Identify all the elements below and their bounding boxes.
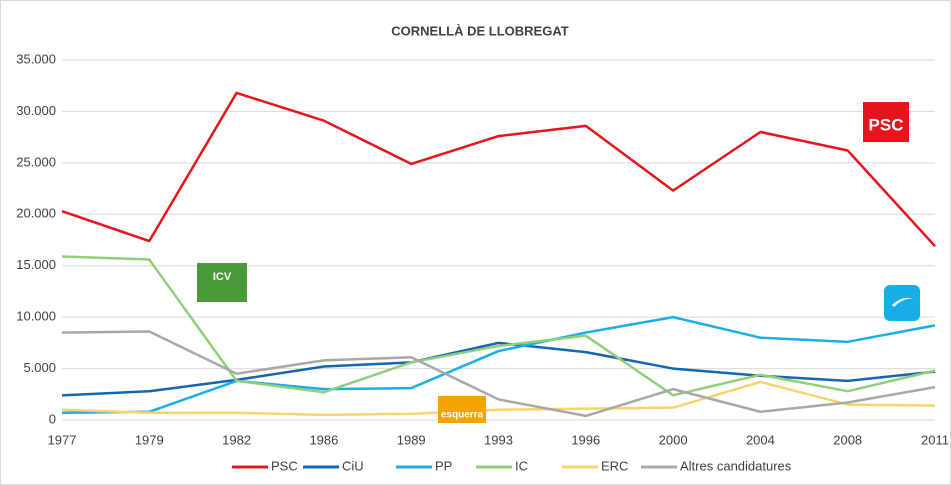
x-tick-label: 1982 — [222, 432, 251, 447]
logo-box — [884, 285, 920, 321]
logo-text: PSC — [869, 115, 904, 134]
icv-logo: ICV — [197, 263, 247, 302]
series-line — [61, 380, 936, 417]
series-line — [61, 341, 936, 397]
legend-label: ERC — [601, 458, 628, 473]
x-tick-label: 2008 — [833, 432, 862, 447]
logo-icon — [892, 297, 914, 307]
legend-label: PP — [435, 458, 452, 473]
chart-title: CORNELLÀ DE LLOBREGAT — [391, 23, 568, 38]
y-tick-label: 5.000 — [23, 360, 56, 375]
logo-box — [863, 102, 909, 142]
legend-label: PSC — [271, 458, 298, 473]
series-line — [61, 330, 936, 418]
x-tick-label: 2000 — [659, 432, 688, 447]
psc-logo: PSC — [863, 102, 909, 142]
x-tick-label: 1977 — [48, 432, 77, 447]
series-line — [61, 315, 936, 415]
x-tick-label: 1996 — [571, 432, 600, 447]
x-tick-label: 2011 — [921, 432, 949, 447]
legend-label: Altres candidatures — [680, 458, 792, 473]
x-tick-label: 1989 — [397, 432, 426, 447]
y-tick-label: 15.000 — [16, 257, 56, 272]
x-tick-label: 2004 — [746, 432, 775, 447]
y-tick-label: 25.000 — [16, 154, 56, 169]
logo-text: esquerra — [441, 410, 484, 421]
x-tick-label: 1993 — [484, 432, 513, 447]
legend-label: CiU — [342, 458, 364, 473]
logo-box — [197, 263, 247, 302]
logo-box — [438, 396, 486, 423]
x-tick-label: 1986 — [309, 432, 338, 447]
series-line — [61, 91, 936, 248]
logo-text: ICV — [213, 271, 232, 283]
erc-logo: esquerra — [438, 396, 486, 423]
y-tick-label: 0 — [49, 411, 56, 426]
y-tick-label: 30.000 — [16, 103, 56, 118]
y-tick-label: 20.000 — [16, 206, 56, 221]
y-tick-label: 35.000 — [16, 51, 56, 66]
series-line — [61, 255, 936, 397]
legend-label: IC — [515, 458, 528, 473]
x-tick-label: 1979 — [135, 432, 164, 447]
pp-logo — [884, 285, 920, 321]
y-tick-label: 10.000 — [16, 309, 56, 324]
